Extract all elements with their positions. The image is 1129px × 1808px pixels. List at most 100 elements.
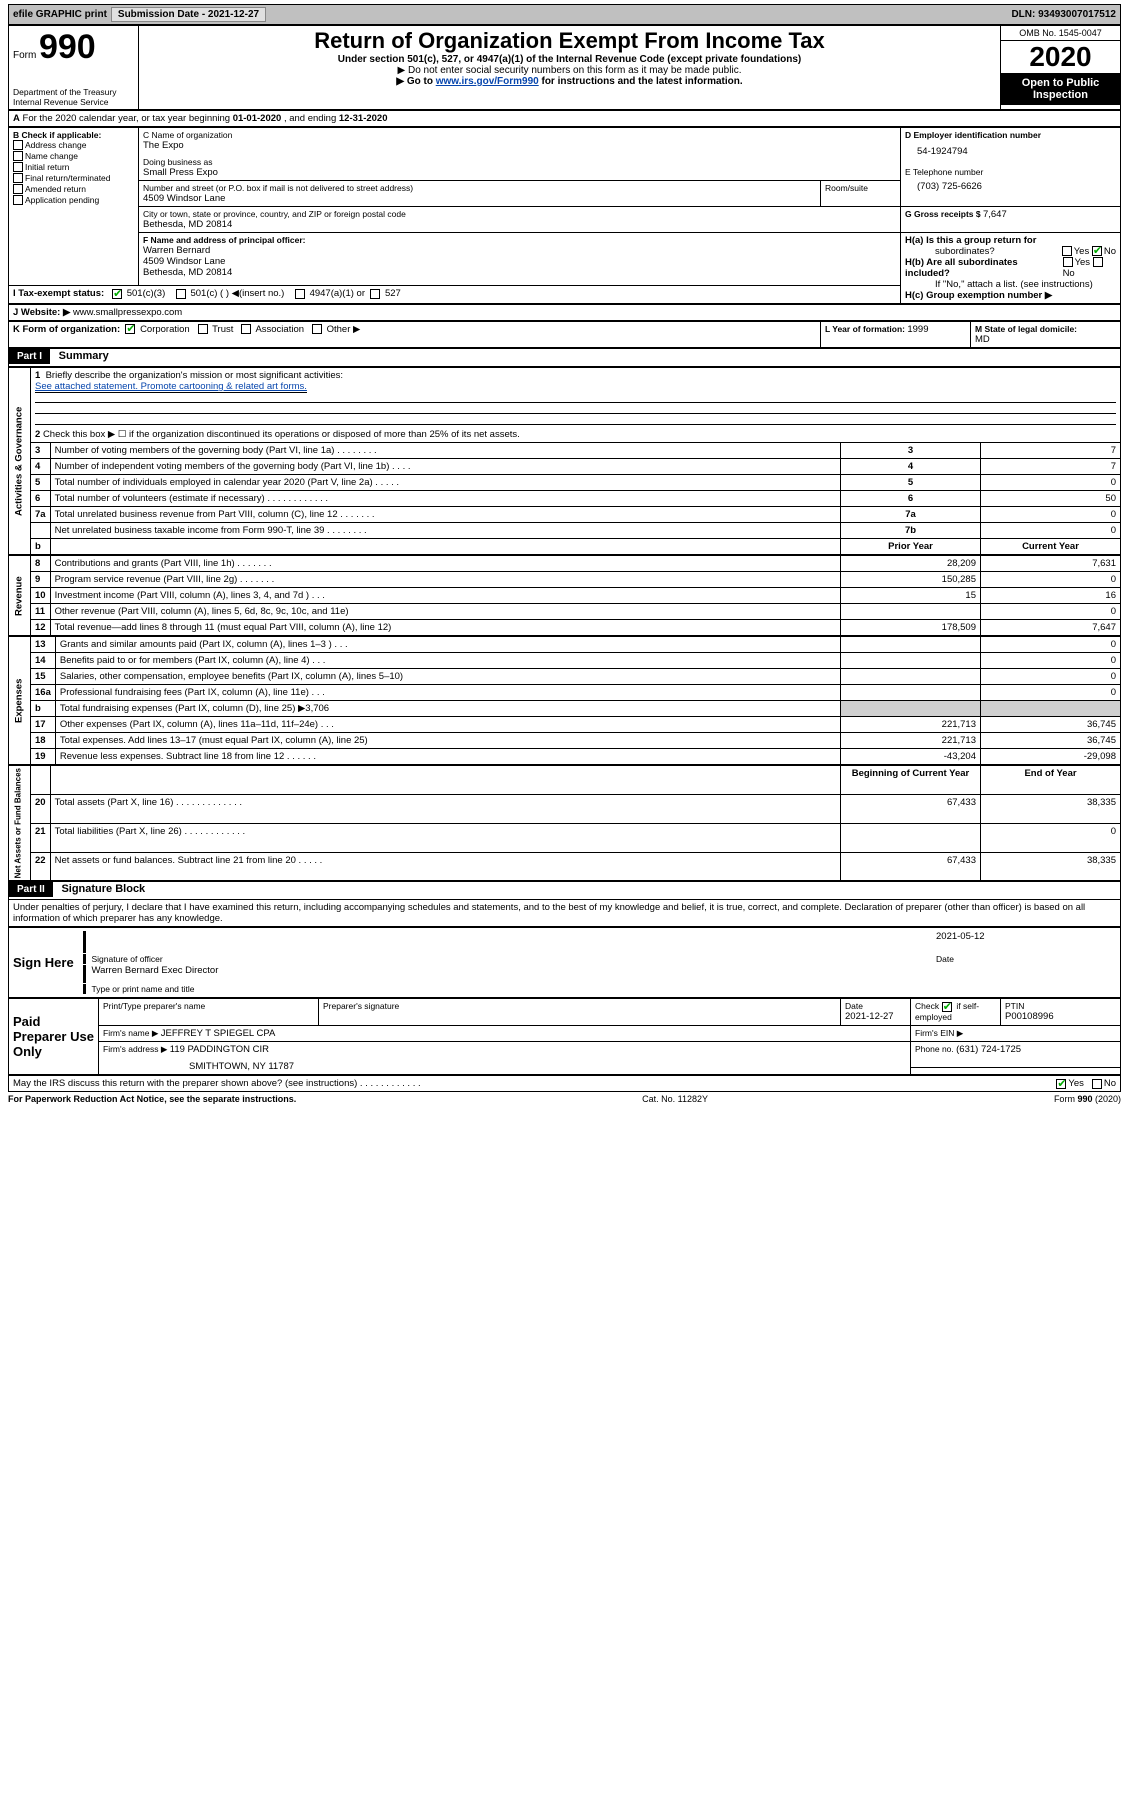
omb-number: OMB No. 1545-0047: [1001, 26, 1120, 41]
row-rev-11: 11 Other revenue (Part VIII, column (A),…: [9, 604, 1121, 620]
form-title: Return of Organization Exempt From Incom…: [143, 28, 996, 54]
form-number: 990: [39, 28, 96, 66]
box-b: B Check if applicable: Address change Na…: [9, 128, 139, 286]
cb-corp[interactable]: [125, 324, 135, 334]
box-c-city: City or town, state or province, country…: [139, 207, 901, 233]
row-b-label: b: [31, 539, 51, 555]
row-exp-b: b Total fundraising expenses (Part IX, c…: [9, 701, 1121, 717]
col-prior: Prior Year: [841, 539, 981, 555]
paid-preparer: Paid Preparer Use Only: [9, 999, 99, 1075]
cb-501c3[interactable]: [112, 289, 122, 299]
row-exp-13: 13 Grants and similar amounts paid (Part…: [9, 637, 1121, 653]
cb-initial-return[interactable]: [13, 162, 23, 172]
sig-officer-label: Signature of officer: [92, 954, 937, 964]
col-end: End of Year: [981, 766, 1121, 795]
cb-self-employed[interactable]: [942, 1002, 952, 1012]
form-label: Form: [13, 50, 36, 61]
sig-date-label: Date: [936, 954, 1116, 964]
row-rev-9: 9 Program service revenue (Part VIII, li…: [9, 572, 1121, 588]
row-4-val: 7: [981, 459, 1121, 475]
row-exp-14: 14 Benefits paid to or for members (Part…: [9, 653, 1121, 669]
cb-ha-yes[interactable]: [1062, 246, 1072, 256]
firm-ein-cell: Firm's EIN ▶: [911, 1026, 1121, 1042]
q1: 1 Briefly describe the organization's mi…: [31, 368, 1121, 428]
row-7a-num: 7a: [31, 507, 51, 523]
firm-name-cell: Firm's name ▶ JEFFREY T SPIEGEL CPA: [99, 1026, 911, 1042]
box-c-street: Number and street (or P.O. box if mail i…: [139, 181, 821, 207]
topbar: efile GRAPHIC print Submission Date - 20…: [8, 4, 1121, 25]
box-f: F Name and address of principal officer:…: [139, 233, 901, 286]
cb-trust[interactable]: [198, 324, 208, 334]
col-beg: Beginning of Current Year: [841, 766, 981, 795]
row-3-box: 3: [841, 443, 981, 459]
part2-title: Signature Block: [55, 883, 145, 895]
cb-other[interactable]: [312, 324, 322, 334]
row-7b-text: Net unrelated business taxable income fr…: [50, 523, 840, 539]
firm-addr-cell: Firm's address ▶ 119 PADDINGTON CIR SMIT…: [99, 1042, 911, 1075]
row-7b-box: 7b: [841, 523, 981, 539]
open-public: Open to PublicInspection: [1001, 73, 1120, 105]
ein: 54-1924794: [905, 140, 1116, 167]
cb-501c[interactable]: [176, 289, 186, 299]
instr-ssn: ▶ Do not enter social security numbers o…: [143, 65, 996, 76]
part1-tag: Part I: [9, 349, 50, 364]
row-6-box: 6: [841, 491, 981, 507]
box-h: H(a) Is this a group return for subordin…: [901, 233, 1121, 304]
cb-hb-no[interactable]: [1093, 257, 1103, 267]
cb-ha-no[interactable]: [1092, 246, 1102, 256]
vlabel-net: Net Assets or Fund Balances: [9, 766, 31, 881]
row-6-val: 50: [981, 491, 1121, 507]
row-7a-box: 7a: [841, 507, 981, 523]
cb-name-change[interactable]: [13, 151, 23, 161]
officer-name: Warren Bernard Exec Director: [92, 965, 219, 976]
vlabel-exp: Expenses: [9, 637, 31, 765]
submission-date-button[interactable]: Submission Date - 2021-12-27: [111, 7, 266, 22]
row-6-text: Total number of volunteers (estimate if …: [50, 491, 840, 507]
cb-address-change[interactable]: [13, 140, 23, 150]
col-curr: Current Year: [981, 539, 1121, 555]
officer-name-label: Type or print name and title: [83, 984, 1117, 994]
cb-hb-yes[interactable]: [1063, 257, 1073, 267]
prep-date-cell: Date 2021-12-27: [841, 999, 911, 1026]
cb-assoc[interactable]: [241, 324, 251, 334]
row-4-text: Number of independent voting members of …: [50, 459, 840, 475]
row-rev-12: 12 Total revenue—add lines 8 through 11 …: [9, 620, 1121, 636]
declaration: Under penalties of perjury, I declare th…: [9, 900, 1121, 927]
cb-final-return[interactable]: [13, 173, 23, 183]
row-exp-17: 17 Other expenses (Part IX, column (A), …: [9, 717, 1121, 733]
row-7b-val: 0: [981, 523, 1121, 539]
efile-label: efile GRAPHIC print: [13, 9, 107, 20]
gross-receipts: 7,647: [983, 209, 1007, 220]
row-5-num: 5: [31, 475, 51, 491]
row-6-num: 6: [31, 491, 51, 507]
cb-app-pending[interactable]: [13, 195, 23, 205]
footer-form: Form 990 (2020): [1054, 1094, 1121, 1104]
row-7b-num: [31, 523, 51, 539]
row-7a-val: 0: [981, 507, 1121, 523]
prep-sig-cell: Preparer's signature: [319, 999, 841, 1026]
row-rev-10: 10 Investment income (Part VIII, column …: [9, 588, 1121, 604]
cb-discuss-no[interactable]: [1092, 1079, 1102, 1089]
cb-discuss-yes[interactable]: [1056, 1079, 1066, 1089]
row-7a-text: Total unrelated business revenue from Pa…: [50, 507, 840, 523]
irs-link[interactable]: www.irs.gov/Form990: [436, 76, 539, 87]
cb-4947[interactable]: [295, 289, 305, 299]
vlabel-gov: Activities & Governance: [9, 368, 31, 555]
irs-label: Internal Revenue Service: [13, 97, 134, 107]
line-a: A For the 2020 calendar year, or tax yea…: [9, 111, 1121, 127]
box-d-e: D Employer identification number 54-1924…: [901, 128, 1121, 207]
room-suite: Room/suite: [821, 181, 901, 207]
firm-phone-cell: Phone no. (631) 724-1725: [911, 1042, 1121, 1067]
box-c-name: C Name of organization The Expo Doing bu…: [139, 128, 901, 181]
row-exp-16a: 16a Professional fundraising fees (Part …: [9, 685, 1121, 701]
row-3-num: 3: [31, 443, 51, 459]
box-m: M State of legal domicile: MD: [971, 322, 1121, 348]
mission-text[interactable]: See attached statement. Promote cartooni…: [35, 381, 307, 393]
cb-527[interactable]: [370, 289, 380, 299]
sig-date: 2021-05-12: [936, 931, 1116, 953]
instr-link: ▶ Go to www.irs.gov/Form990 for instruct…: [143, 76, 996, 87]
row-exp-18: 18 Total expenses. Add lines 13–17 (must…: [9, 733, 1121, 749]
dept-label: Department of the Treasury: [13, 87, 134, 97]
row-exp-15: 15 Salaries, other compensation, employe…: [9, 669, 1121, 685]
cb-amended[interactable]: [13, 184, 23, 194]
